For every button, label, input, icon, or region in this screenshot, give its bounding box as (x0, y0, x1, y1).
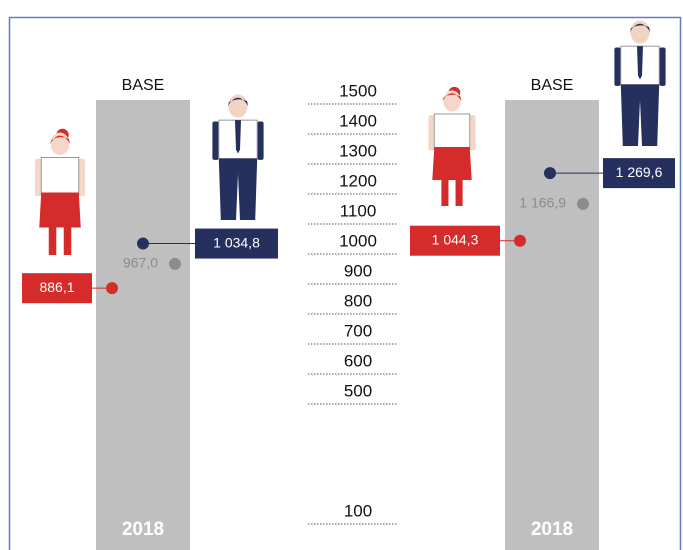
frame (8, 16, 682, 550)
dot (106, 282, 118, 295)
value-box (22, 273, 92, 304)
trousers (218, 158, 258, 220)
panel-label: BASE (531, 77, 574, 94)
value-label: 1 166,9 (519, 195, 566, 211)
value-box (195, 228, 278, 259)
arm (469, 115, 476, 151)
value-label: 967,0 (123, 255, 158, 271)
hair-top (629, 23, 651, 33)
arm (78, 158, 85, 197)
arm (212, 121, 219, 160)
leg (441, 180, 449, 206)
figures (35, 20, 666, 255)
y-tick-label: 800 (344, 291, 372, 310)
y-tick-label: 1500 (339, 81, 377, 100)
woman-icon (35, 128, 85, 255)
man-icon (212, 94, 264, 220)
year-label: 2018 (531, 519, 573, 540)
dot (137, 237, 149, 250)
hair-top (50, 135, 70, 144)
dot (169, 257, 181, 270)
dot (577, 197, 589, 210)
arm (428, 115, 435, 151)
y-tick-label: 500 (344, 381, 372, 400)
y-tick-label: 1400 (339, 111, 377, 130)
shirt (433, 113, 471, 150)
arm (257, 121, 264, 160)
y-tick-label: 900 (344, 261, 372, 280)
shirt (40, 157, 80, 196)
value-box (603, 158, 675, 189)
y-tick-label: 1200 (339, 171, 377, 190)
value-label: 1 044,3 (432, 231, 479, 247)
value-box (410, 225, 500, 256)
dot (544, 167, 556, 180)
tie (235, 120, 241, 154)
y-tick-label: 700 (344, 321, 372, 340)
skirt (432, 147, 472, 181)
man-icon (614, 20, 666, 146)
leg (455, 180, 463, 206)
value-label: 1 034,8 (213, 234, 260, 250)
value-label: 886,1 (39, 279, 74, 295)
skirt (39, 192, 81, 228)
arm (35, 158, 42, 197)
leg (48, 227, 57, 255)
panel-label: BASE (122, 77, 165, 94)
tie (637, 46, 643, 80)
y-tick-label: 1300 (339, 141, 377, 160)
value-label: 1 269,6 (616, 164, 663, 180)
y-tick-label: 1100 (340, 201, 377, 220)
year-label: 2018 (122, 519, 164, 540)
hair-top (227, 97, 249, 107)
woman-icon (428, 86, 476, 206)
dot (514, 234, 526, 247)
hair-top (442, 93, 462, 101)
base-bar (96, 100, 190, 550)
arm (659, 47, 666, 86)
y-tick-label: 600 (344, 351, 372, 370)
arm (614, 47, 621, 86)
y-tick-label: 1000 (339, 231, 377, 250)
trousers (620, 84, 660, 146)
leg (63, 227, 72, 255)
y-tick-label: 100 (344, 501, 372, 520)
